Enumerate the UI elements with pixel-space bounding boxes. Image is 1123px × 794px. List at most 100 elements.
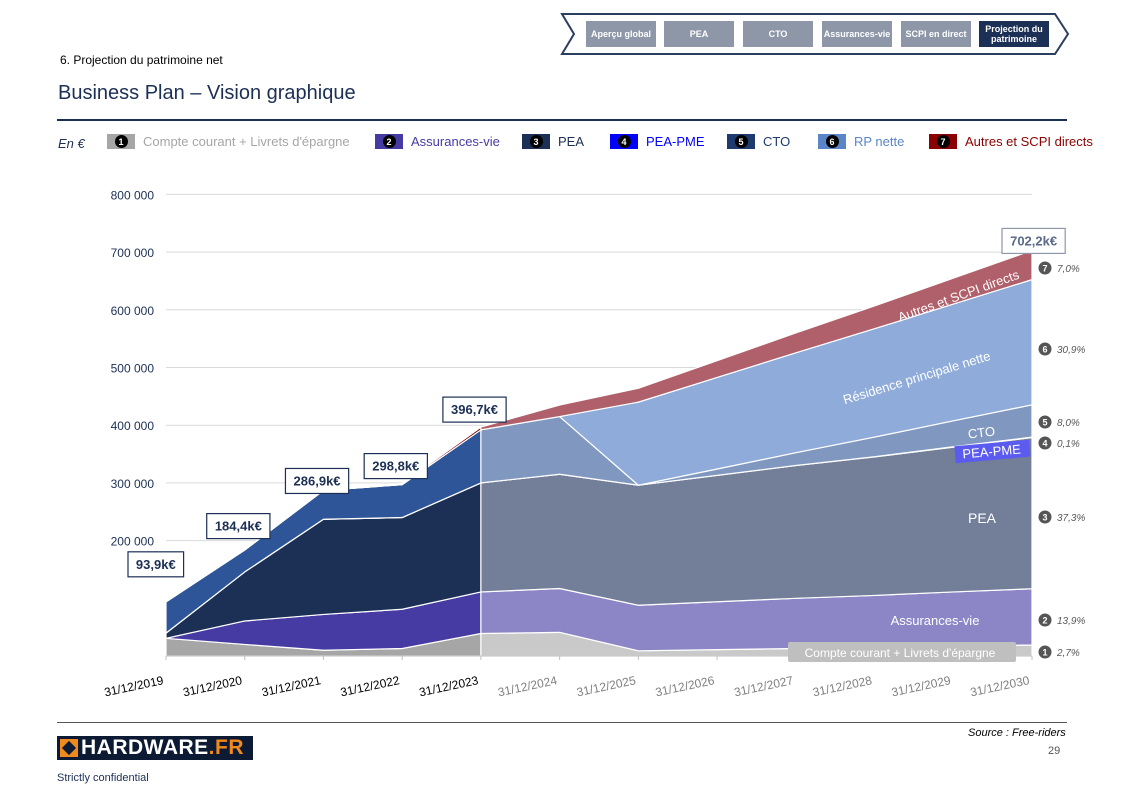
legend-swatch: 3 xyxy=(522,134,550,149)
total-callout-label: 702,2k€ xyxy=(1010,233,1057,248)
legend-number: 7 xyxy=(936,135,950,148)
x-tick-label: 31/12/2030 xyxy=(969,673,1031,699)
area-label-s3: PEA xyxy=(968,510,997,526)
y-tick-label: 400 000 xyxy=(111,419,155,433)
legend-swatch: 4 xyxy=(610,134,638,149)
x-tick-label: 31/12/2023 xyxy=(418,673,480,699)
legend-item-3: 3 PEA xyxy=(522,134,584,149)
legend-swatch: 7 xyxy=(929,134,957,149)
area-label-s4: PEA-PME xyxy=(962,441,1022,461)
area-7-projected xyxy=(480,249,1033,431)
legend-label: PEA-PME xyxy=(646,134,705,149)
legend-label: Assurances-vie xyxy=(411,134,500,149)
share-percent: 7,0% xyxy=(1057,264,1080,275)
share-badge-icon xyxy=(1038,613,1052,627)
legend-item-6: 6 RP nette xyxy=(818,134,904,149)
total-callout-label: 396,7k€ xyxy=(451,402,498,417)
total-callout-box xyxy=(127,551,185,578)
legend-item-1: 1 Compte courant + Livrets d'épargne xyxy=(107,134,350,149)
legend-swatch: 6 xyxy=(818,134,846,149)
total-callout-label: 286,9k€ xyxy=(294,473,341,488)
hardware-fr-logo: HARDWARE.FR xyxy=(57,736,253,760)
nav-projection-patrimoine[interactable]: Projection du patrimoine xyxy=(979,21,1049,47)
area-label-box-s1 xyxy=(788,642,1016,662)
share-percent: 8,0% xyxy=(1057,418,1080,429)
logo-mark-icon xyxy=(60,739,78,757)
legend-swatch: 1 xyxy=(107,134,135,149)
legend-item-2: 2 Assurances-vie xyxy=(375,134,500,149)
share-badge-icon xyxy=(1038,415,1052,429)
legend-label: Compte courant + Livrets d'épargne xyxy=(143,134,350,149)
section-label: 6. Projection du patrimoine net xyxy=(60,53,223,67)
legend-swatch: 5 xyxy=(727,134,755,149)
x-tick-label: 31/12/2024 xyxy=(497,673,559,699)
share-percent: 13,9% xyxy=(1057,616,1085,627)
legend-number: 3 xyxy=(529,135,543,148)
x-tick-label: 31/12/2020 xyxy=(182,673,244,699)
share-percent: 37,3% xyxy=(1057,513,1085,524)
legend-label: PEA xyxy=(558,134,585,149)
section-navigation: Aperçu global PEA CTO Assurances-vie SCP… xyxy=(560,12,1070,56)
area-label-s5: CTO xyxy=(967,423,996,441)
x-tick-label: 31/12/2026 xyxy=(654,673,716,699)
area-label-box-s4 xyxy=(954,439,1031,464)
share-percent: 30,9% xyxy=(1057,345,1085,356)
nav-apercu-global[interactable]: Aperçu global xyxy=(586,21,656,47)
total-callout-label: 184,4k€ xyxy=(215,519,262,534)
y-tick-label: 800 000 xyxy=(111,188,155,202)
share-badge-icon xyxy=(1038,436,1052,450)
total-callout-label: 298,8k€ xyxy=(372,459,419,474)
title-divider xyxy=(57,119,1067,121)
x-tick-label: 31/12/2021 xyxy=(260,673,322,699)
nav-assurances-vie[interactable]: Assurances-vie xyxy=(822,21,892,47)
y-tick-label: 300 000 xyxy=(111,477,155,491)
confidential-note: Strictly confidential xyxy=(57,772,149,784)
total-callout-label: 93,9k€ xyxy=(136,557,176,572)
logo-text: HARDWARE.FR xyxy=(81,736,244,759)
share-badge-icon xyxy=(1038,645,1052,659)
x-tick-label: 31/12/2022 xyxy=(339,673,401,699)
x-tick-label: 31/12/2025 xyxy=(575,673,637,699)
y-tick-label: 600 000 xyxy=(111,304,155,318)
total-callout-box xyxy=(442,396,507,423)
total-callout-box xyxy=(284,467,350,495)
page-number: 29 xyxy=(1048,745,1061,757)
share-number: 4 xyxy=(1042,439,1047,449)
share-number: 6 xyxy=(1042,345,1047,355)
share-percent: 2,7% xyxy=(1056,648,1080,659)
legend-swatch: 2 xyxy=(375,134,403,149)
legend-item-4: 4 PEA-PME xyxy=(610,134,705,149)
legend-number: 4 xyxy=(617,135,631,148)
share-number: 3 xyxy=(1042,513,1047,523)
nav-scpi-direct[interactable]: SCPI en direct xyxy=(901,21,971,47)
nav-pea[interactable]: PEA xyxy=(664,21,734,47)
area-label-s1: Compte courant + Livrets d'épargne xyxy=(805,646,996,660)
legend-number: 2 xyxy=(382,135,396,148)
total-callout-box xyxy=(1001,227,1066,255)
share-number: 5 xyxy=(1042,418,1047,428)
x-tick-label: 31/12/2028 xyxy=(812,673,874,699)
share-number: 7 xyxy=(1042,264,1047,274)
share-number: 1 xyxy=(1042,648,1047,658)
area-label-s2: Assurances-vie xyxy=(891,613,980,628)
stacked-area-chart: 200 000 300 000 400 000 500 000 600 000 700 0… xyxy=(103,188,1085,699)
legend-item-5: 5 CTO xyxy=(727,134,790,149)
share-number: 2 xyxy=(1042,616,1047,626)
legend-label: RP nette xyxy=(854,134,905,149)
y-tick-label: 700 000 xyxy=(111,246,155,260)
share-badge-icon xyxy=(1038,261,1052,275)
source-note: Source : Free-riders xyxy=(968,727,1066,739)
total-callout-box xyxy=(363,452,428,480)
legend-label: CTO xyxy=(763,134,791,149)
share-badge-icon xyxy=(1038,510,1052,524)
total-callout-box xyxy=(206,513,271,540)
page-title: Business Plan – Vision graphique xyxy=(58,82,356,104)
footer-divider xyxy=(57,722,1067,723)
legend-number: 5 xyxy=(734,135,748,148)
y-tick-label: 200 000 xyxy=(111,535,155,549)
nav-cto[interactable]: CTO xyxy=(743,21,813,47)
unit-label: En € xyxy=(58,136,85,151)
legend-label: Autres et SCPI directs xyxy=(965,134,1093,149)
legend-item-7: 7 Autres et SCPI directs xyxy=(929,134,1093,149)
x-tick-label: 31/12/2019 xyxy=(103,673,165,699)
